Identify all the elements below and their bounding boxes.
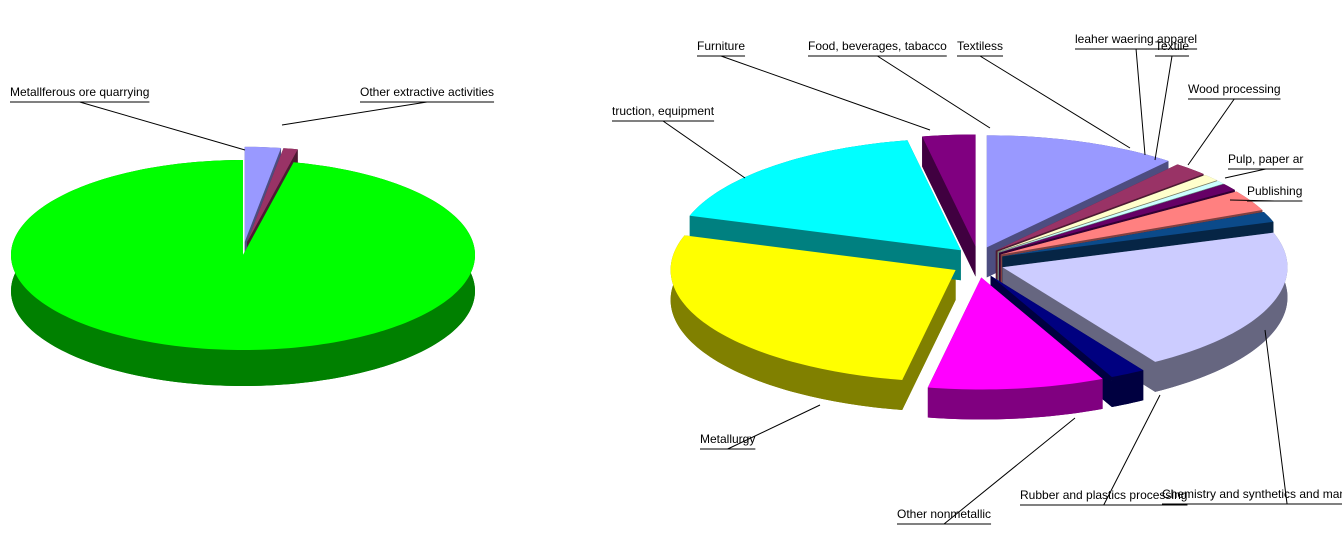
slice-label: Chemistry and synthetics and man made fi… (1162, 487, 1342, 501)
slice (998, 180, 1224, 253)
leader-line (700, 404, 821, 450)
slice (1002, 212, 1274, 257)
slice (999, 184, 1235, 253)
slice-wall (922, 136, 976, 277)
slice-label: Other extractive activities (360, 85, 494, 99)
leader-line (10, 101, 246, 151)
slice (990, 275, 1144, 378)
pie-tops (670, 134, 1288, 390)
leader-line (697, 55, 931, 131)
slice-label: Publishing (1247, 184, 1302, 198)
slice-label: Food, beverages, tabacco (808, 39, 947, 53)
slice-label: Textile (1155, 39, 1189, 53)
slice-label: Metallurgy (700, 432, 755, 446)
slice (11, 160, 475, 350)
slice-label: Rubber and plastics processing (1020, 488, 1187, 502)
leader-line (1075, 48, 1198, 156)
slice (997, 175, 1218, 252)
leader-line (957, 55, 1131, 149)
slice-label: leaher waering apparel (1075, 32, 1197, 46)
pie-labels: Food, beverages, tabacco Textiless leaher … (612, 32, 1342, 525)
slice (670, 235, 956, 380)
slice-label: Wood processing (1188, 82, 1281, 96)
slice-wall (927, 378, 1103, 420)
slice (986, 135, 1169, 248)
pie-tops (11, 146, 475, 350)
slice-label: truction, equipment (612, 104, 715, 118)
leader-line (808, 55, 991, 129)
pie-labels: Metallferous ore quarrying Other extracti… (10, 85, 495, 151)
slice-wall (902, 269, 956, 410)
leader-line (281, 101, 495, 126)
leader-line (1224, 168, 1304, 179)
leader-line (1020, 394, 1188, 506)
slice (689, 140, 961, 251)
slice-label: Furniture (697, 39, 745, 53)
slice-label: Textiless (957, 39, 1003, 53)
leader-line (612, 120, 746, 179)
slice (1000, 191, 1263, 255)
slice (995, 164, 1204, 251)
leader-line (897, 417, 1076, 525)
slice-label: Other nonmetallic (897, 507, 991, 521)
leader-line (1187, 98, 1281, 166)
slice (244, 146, 282, 242)
leader-line (1229, 199, 1303, 202)
slice (922, 134, 976, 247)
slice (1002, 232, 1288, 362)
slice-label: Metallferous ore quarrying (10, 85, 149, 99)
slice-label: Pulp, paper ar (1228, 152, 1303, 166)
slice-wall (670, 235, 903, 410)
slice (247, 148, 298, 243)
leader-line (1154, 55, 1190, 161)
slice (927, 277, 1103, 390)
leader-line (1162, 329, 1342, 505)
